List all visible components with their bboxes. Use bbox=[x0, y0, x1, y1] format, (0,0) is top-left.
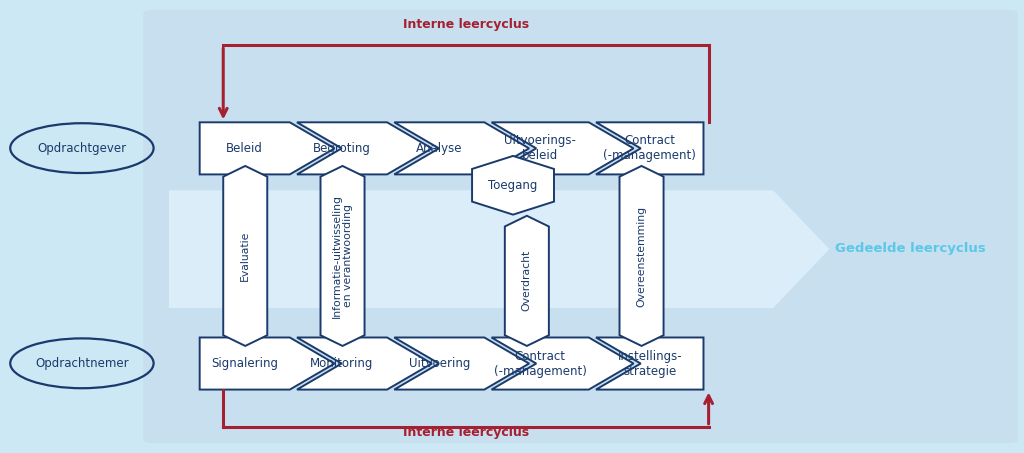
Text: Contract
(-management): Contract (-management) bbox=[494, 350, 587, 377]
Text: Toegang: Toegang bbox=[488, 179, 538, 192]
Text: Overeenstemming: Overeenstemming bbox=[637, 205, 646, 307]
Polygon shape bbox=[169, 190, 829, 308]
Text: Begroting: Begroting bbox=[313, 142, 371, 155]
Polygon shape bbox=[596, 337, 703, 390]
Polygon shape bbox=[492, 337, 634, 390]
Polygon shape bbox=[620, 166, 664, 346]
Polygon shape bbox=[394, 122, 529, 174]
Polygon shape bbox=[596, 122, 703, 174]
Text: Interne leercyclus: Interne leercyclus bbox=[402, 19, 529, 31]
Text: Analyse: Analyse bbox=[416, 142, 463, 155]
Polygon shape bbox=[297, 337, 432, 390]
Polygon shape bbox=[200, 337, 335, 390]
Text: Opdrachtnemer: Opdrachtnemer bbox=[35, 357, 129, 370]
Polygon shape bbox=[321, 166, 365, 346]
Text: Beleid: Beleid bbox=[226, 142, 263, 155]
Text: Evaluatie: Evaluatie bbox=[241, 231, 250, 281]
Text: Contract
(-management): Contract (-management) bbox=[603, 135, 696, 162]
Text: Gedeelde leercyclus: Gedeelde leercyclus bbox=[835, 242, 985, 255]
Polygon shape bbox=[492, 122, 634, 174]
Polygon shape bbox=[200, 122, 335, 174]
Text: Uitvoering: Uitvoering bbox=[409, 357, 470, 370]
Polygon shape bbox=[297, 122, 432, 174]
Text: Opdrachtgever: Opdrachtgever bbox=[37, 142, 127, 154]
Text: Signalering: Signalering bbox=[211, 357, 279, 370]
Polygon shape bbox=[505, 216, 549, 346]
FancyBboxPatch shape bbox=[143, 10, 1018, 443]
Text: Monitoring: Monitoring bbox=[310, 357, 374, 370]
Text: Uitvoerings-
beleid: Uitvoerings- beleid bbox=[504, 135, 577, 162]
Text: Instellings-
strategie: Instellings- strategie bbox=[617, 350, 682, 377]
Text: Informatie-uitwisseling
en verantwoording: Informatie-uitwisseling en verantwoordin… bbox=[332, 194, 353, 318]
Polygon shape bbox=[472, 156, 554, 215]
Polygon shape bbox=[394, 337, 529, 390]
Text: Overdracht: Overdracht bbox=[522, 250, 531, 312]
Polygon shape bbox=[223, 166, 267, 346]
Text: Interne leercyclus: Interne leercyclus bbox=[402, 426, 529, 439]
